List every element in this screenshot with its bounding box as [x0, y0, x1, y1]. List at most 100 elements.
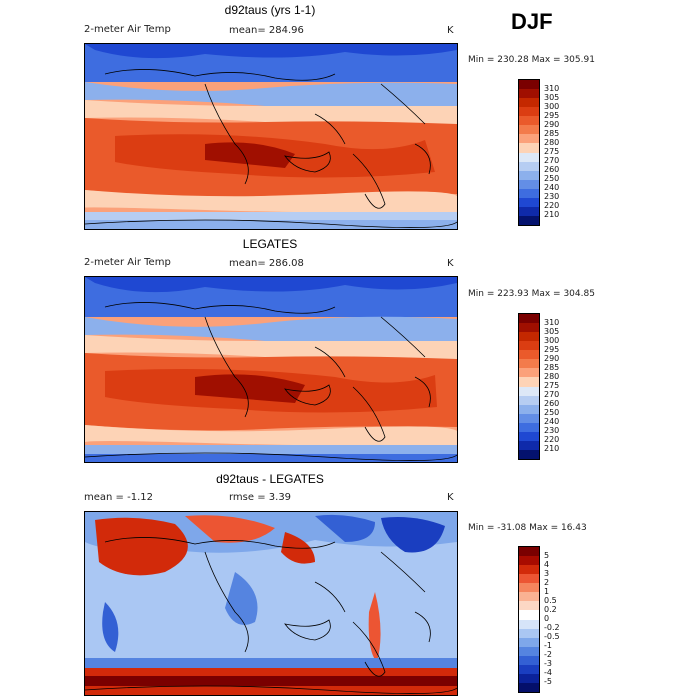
colorbar-tick-label: 295 [544, 110, 560, 120]
colorbar-swatch [519, 556, 539, 566]
colorbar-swatch [519, 431, 539, 441]
panel-2-map [84, 276, 458, 463]
colorbar-swatch [519, 89, 539, 99]
colorbar-tick-label: 295 [544, 344, 560, 354]
colorbar-tick-label: 260 [544, 165, 560, 175]
colorbar-swatch [519, 404, 539, 414]
colorbar-swatch [519, 646, 539, 656]
colorbar-swatch [519, 332, 539, 342]
colorbar-swatch [519, 152, 539, 162]
colorbar-swatch [519, 628, 539, 638]
colorbar-swatch [519, 673, 539, 683]
panel-2-variable: 2-meter Air Temp [84, 257, 171, 268]
colorbar-tick-label: 4 [544, 559, 550, 569]
panel-1-variable: 2-meter Air Temp [84, 24, 171, 35]
colorbar-swatch [519, 188, 539, 198]
colorbar-swatch [519, 565, 539, 575]
colorbar-tick-label: 290 [544, 353, 560, 363]
colorbar-swatch [519, 664, 539, 674]
colorbar-swatch [519, 637, 539, 647]
colorbar-tick-label: 230 [544, 192, 560, 202]
colorbar-swatch [519, 350, 539, 360]
colorbar-swatch [519, 377, 539, 387]
colorbar-tick-label: 240 [544, 183, 560, 193]
colorbar-tick-label: 285 [544, 362, 560, 372]
panel-3-units: K [447, 492, 454, 503]
panel-2-colorbar-labels: 310 305 300 295 290 285 280 275 270 260 250 240 230 2… [544, 313, 584, 458]
colorbar-tick-label: 220 [544, 201, 560, 211]
colorbar-tick-label: 310 [544, 83, 560, 93]
panel-1-title: d92taus (yrs 1-1) [224, 3, 316, 17]
colorbar-tick-label: 270 [544, 390, 560, 400]
panel-1-colorbar [518, 79, 540, 226]
panel-2-field [85, 277, 457, 462]
panel-3-field [85, 512, 457, 695]
colorbar-tick-label: -4 [544, 668, 552, 678]
colorbar-swatch [519, 341, 539, 351]
colorbar-swatch [519, 547, 539, 557]
colorbar-tick-label: -1 [544, 641, 552, 651]
colorbar-tick-label: 260 [544, 399, 560, 409]
season-label: DJF [511, 9, 553, 34]
colorbar-tick-label: 0.5 [544, 595, 557, 605]
colorbar-tick-label: 310 [544, 317, 560, 327]
colorbar-swatch [519, 422, 539, 432]
colorbar-tick-label: 285 [544, 128, 560, 138]
colorbar-swatch [519, 359, 539, 369]
colorbar-tick-label: 305 [544, 326, 560, 336]
colorbar-tick-label: 0.2 [544, 604, 557, 614]
colorbar-tick-label: -0.2 [544, 623, 560, 633]
colorbar-tick-label: 280 [544, 371, 560, 381]
colorbar-swatch [519, 440, 539, 450]
colorbar-tick-label: 275 [544, 147, 560, 156]
colorbar-tick-label: -2 [544, 650, 552, 660]
colorbar-tick-label: 300 [544, 335, 560, 345]
colorbar-tick-label: 5 [544, 550, 550, 560]
panel-3-mean: mean = -1.12 [84, 492, 153, 503]
colorbar-tick-label: 210 [544, 444, 560, 454]
colorbar-tick-label: -3 [544, 659, 552, 669]
colorbar-swatch [519, 601, 539, 611]
colorbar-swatch [519, 107, 539, 117]
colorbar-tick-label: 305 [544, 92, 560, 102]
colorbar-tick-label: -5 [544, 677, 552, 687]
colorbar-tick-label: 250 [544, 174, 560, 184]
colorbar-swatch [519, 682, 539, 692]
colorbar-tick-label: 240 [544, 417, 560, 427]
colorbar-tick-label: 1 [544, 586, 550, 596]
colorbar-swatch [519, 395, 539, 405]
panel-2-minmax: Min = 223.93 Max = 304.85 [468, 289, 595, 299]
colorbar-tick-label: 3 [544, 568, 550, 578]
panel-3-title: d92taus - LEGATES [216, 472, 324, 486]
panel-2-units: K [447, 258, 454, 269]
colorbar-swatch [519, 368, 539, 378]
colorbar-tick-label: 270 [544, 156, 560, 166]
colorbar-swatch [519, 323, 539, 333]
colorbar-swatch [519, 413, 539, 423]
colorbar-swatch [519, 386, 539, 396]
panel-3-map [84, 511, 458, 696]
colorbar-tick-label: 250 [544, 408, 560, 418]
panel-1-map [84, 43, 458, 230]
colorbar-swatch [519, 314, 539, 324]
colorbar-swatch [519, 134, 539, 144]
colorbar-swatch [519, 610, 539, 620]
panel-3-rmse: rmse = 3.39 [229, 492, 292, 503]
colorbar-swatch [519, 449, 539, 459]
panel-1-units: K [447, 25, 454, 36]
colorbar-tick-label: 275 [544, 381, 560, 390]
colorbar-swatch [519, 655, 539, 665]
colorbar-swatch [519, 143, 539, 153]
colorbar-swatch [519, 179, 539, 189]
colorbar-swatch [519, 80, 539, 90]
colorbar-swatch [519, 592, 539, 602]
panel-2-title: LEGATES [242, 237, 298, 251]
colorbar-tick-label: 290 [544, 119, 560, 129]
colorbar-tick-label: 280 [544, 137, 560, 147]
panel-1-mean: mean= 284.96 [229, 25, 304, 36]
colorbar-swatch [519, 215, 539, 225]
colorbar-swatch [519, 98, 539, 108]
panel-1-field [85, 44, 457, 229]
panel-3-minmax: Min = -31.08 Max = 16.43 [468, 523, 587, 533]
colorbar-swatch [519, 116, 539, 126]
